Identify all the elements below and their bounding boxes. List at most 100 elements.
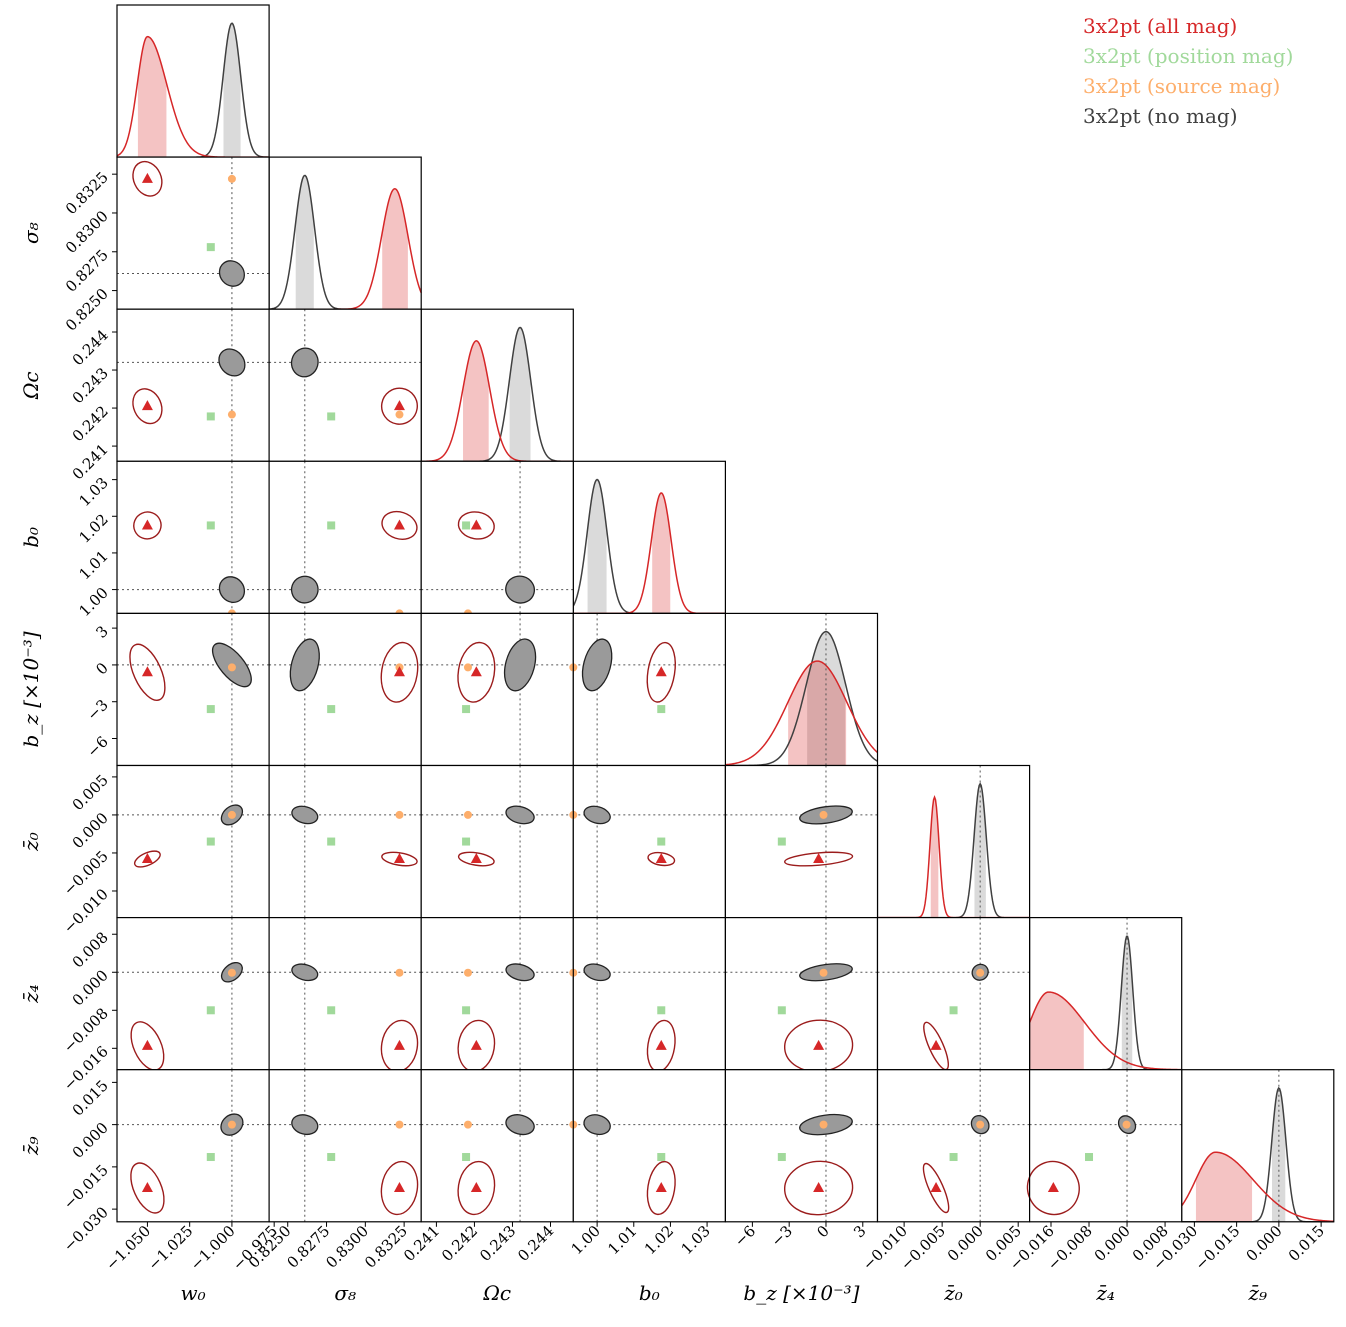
no-mag-contour <box>503 638 537 692</box>
all-mag-contour <box>133 850 161 868</box>
position-mag-marker <box>777 1153 786 1162</box>
all-mag-curve <box>1181 1151 1334 1223</box>
y-tick-label: 0.000 <box>69 966 112 1009</box>
panel-frame <box>420 308 574 462</box>
panel-bz-vs-s8 <box>268 612 422 767</box>
panel-z4-vs-z0 <box>876 916 1031 1071</box>
all-mag-contour <box>380 387 418 425</box>
all-mag-contour <box>646 1160 676 1216</box>
all-mag-marker <box>813 1182 825 1192</box>
source-mag-marker <box>227 663 236 672</box>
x-axis-label: z̄₀ <box>943 1281 963 1305</box>
no-mag-band <box>509 327 531 462</box>
source-mag-marker <box>819 968 828 977</box>
panel-z0-vs-bz <box>724 764 879 919</box>
x-axis-label: b_z [×10⁻³] <box>743 1281 859 1305</box>
all-mag-marker <box>393 400 405 411</box>
panel-bg <box>573 613 726 766</box>
position-mag-marker <box>327 705 336 714</box>
panel-z4-vs-bz <box>724 916 879 1073</box>
all-mag-marker <box>1047 1182 1059 1192</box>
x-tick-label: −6 <box>731 1222 759 1250</box>
x-tick-label: 0.242 <box>438 1222 481 1265</box>
all-mag-curve <box>421 340 574 463</box>
no-mag-contour <box>505 963 535 982</box>
y-axis-bz: −6 −3 0 3 b_z [×10⁻³] <box>19 622 117 761</box>
no-mag-contour <box>289 638 320 692</box>
x-tick-label: −1.000 <box>187 1222 239 1274</box>
no-mag-contour <box>218 260 246 287</box>
panel-z9-vs-s8 <box>268 1069 422 1223</box>
panel-bz-vs-w0 <box>116 612 270 767</box>
all-mag-curve <box>725 660 879 766</box>
all-mag-marker <box>393 519 405 530</box>
panel-bg <box>269 613 422 766</box>
all-mag-marker <box>393 853 405 864</box>
no-mag-contour <box>218 576 246 603</box>
position-mag-marker <box>206 837 215 846</box>
all-mag-band <box>463 340 489 462</box>
all-mag-contour <box>457 511 495 540</box>
y-axis-label: b₀ <box>19 527 43 548</box>
all-mag-contour <box>784 851 854 867</box>
all-mag-marker <box>470 519 482 530</box>
x-tick-label: 1.03 <box>678 1222 714 1258</box>
panel-bg <box>573 765 726 918</box>
source-mag-marker <box>395 410 404 419</box>
y-axis-label: Ωc <box>19 371 43 400</box>
all-mag-marker <box>470 1039 482 1050</box>
position-mag-marker <box>206 1006 215 1015</box>
no-mag-contour <box>583 805 611 825</box>
panel-z9-vs-z0 <box>876 1069 1031 1223</box>
source-mag-marker <box>1122 1120 1131 1129</box>
panel-z0-vs-Oc <box>420 764 574 919</box>
panel-s8-vs-w0 <box>116 156 270 310</box>
all-mag-band <box>1195 1152 1253 1222</box>
all-mag-contour <box>457 641 496 703</box>
no-mag-contour <box>290 347 319 378</box>
all-mag-marker <box>393 1039 405 1050</box>
y-axis-label: b_z [×10⁻³] <box>19 631 43 747</box>
all-mag-contour <box>457 851 495 867</box>
diag-panel-z4 <box>1028 916 1183 1071</box>
panel-bg <box>117 309 270 462</box>
position-mag-marker <box>462 1006 471 1015</box>
source-mag-marker <box>463 810 472 819</box>
diag-panel-w0 <box>116 4 270 158</box>
all-mag-contour <box>132 160 163 197</box>
source-mag-marker <box>395 968 404 977</box>
x-tick-label: 0 <box>813 1222 832 1241</box>
panel-bg <box>725 1069 878 1222</box>
panel-Oc-vs-w0 <box>116 308 270 462</box>
y-tick-label: −0.030 <box>60 1203 112 1255</box>
x-tick-label: 0.000 <box>1091 1222 1134 1265</box>
source-mag-marker <box>819 810 828 819</box>
no-mag-contour <box>583 1114 611 1136</box>
x-tick-label: −3 <box>768 1222 796 1250</box>
source-mag-marker <box>819 1120 828 1129</box>
x-tick-label: 0.243 <box>476 1222 519 1265</box>
x-axis-label: z̄₉ <box>1247 1281 1267 1305</box>
no-mag-contour <box>505 1114 535 1136</box>
source-mag-marker <box>227 968 236 977</box>
no-mag-curve <box>877 782 1030 919</box>
x-axis-bz: −6 −3 0 3 b_z [×10⁻³] <box>731 1221 870 1305</box>
source-mag-marker <box>395 1120 404 1129</box>
position-mag-marker <box>462 521 471 530</box>
diag-panel-Oc <box>420 308 574 463</box>
panel-z0-vs-w0 <box>116 764 270 919</box>
position-mag-marker <box>462 1153 471 1162</box>
panel-z4-vs-Oc <box>420 916 574 1073</box>
panel-bg <box>421 765 574 918</box>
all-mag-contour <box>457 1160 496 1216</box>
panel-bg <box>117 157 270 310</box>
panel-bg <box>269 309 422 462</box>
y-tick-label: 0.243 <box>69 364 112 407</box>
all-mag-contour <box>380 1160 419 1216</box>
panel-bg <box>117 1069 270 1222</box>
panel-bg <box>117 917 270 1070</box>
panel-z0-vs-b0 <box>569 764 726 919</box>
all-mag-band <box>1029 992 1084 1070</box>
y-tick-label: 0.005 <box>69 771 112 814</box>
